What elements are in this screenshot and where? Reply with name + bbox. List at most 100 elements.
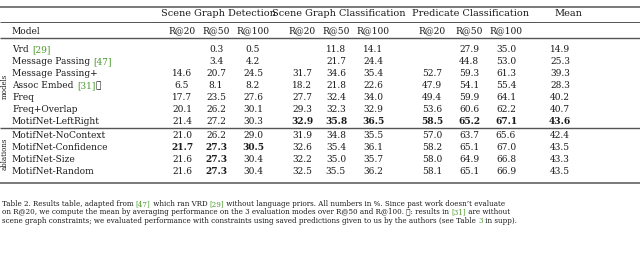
Text: 30.4: 30.4 — [243, 168, 263, 176]
Text: 25.3: 25.3 — [550, 57, 570, 67]
Text: 21.7: 21.7 — [326, 57, 346, 67]
Text: 8.1: 8.1 — [209, 82, 223, 90]
Text: 59.3: 59.3 — [459, 69, 479, 78]
Text: 54.1: 54.1 — [459, 82, 479, 90]
Text: 65.6: 65.6 — [496, 132, 516, 140]
Text: 34.0: 34.0 — [363, 93, 383, 103]
Text: 32.9: 32.9 — [291, 118, 313, 126]
Text: 3: 3 — [478, 217, 483, 225]
Text: 20.1: 20.1 — [172, 105, 192, 114]
Text: 4.2: 4.2 — [246, 57, 260, 67]
Text: which ran VRD: which ran VRD — [150, 200, 209, 208]
Text: 0.5: 0.5 — [246, 46, 260, 54]
Text: ablations: ablations — [1, 138, 9, 170]
Text: 58.1: 58.1 — [422, 168, 442, 176]
Text: 35.4: 35.4 — [326, 143, 346, 153]
Text: ⋆: ⋆ — [95, 82, 101, 90]
Text: 47.9: 47.9 — [422, 82, 442, 90]
Text: [47]: [47] — [136, 200, 150, 208]
Text: 57.0: 57.0 — [422, 132, 442, 140]
Text: Scene Graph Classification: Scene Graph Classification — [272, 10, 405, 18]
Text: 8.2: 8.2 — [246, 82, 260, 90]
Text: MotifNet-Confidence: MotifNet-Confidence — [12, 143, 109, 153]
Text: 31.7: 31.7 — [292, 69, 312, 78]
Text: 35.8: 35.8 — [325, 118, 347, 126]
Text: 58.0: 58.0 — [422, 155, 442, 164]
Text: 24.4: 24.4 — [363, 57, 383, 67]
Text: R@50: R@50 — [202, 26, 230, 35]
Text: 21.6: 21.6 — [172, 155, 192, 164]
Text: [29]: [29] — [209, 200, 224, 208]
Text: 6.5: 6.5 — [175, 82, 189, 90]
Text: 27.6: 27.6 — [243, 93, 263, 103]
Text: MotifNet-NoContext: MotifNet-NoContext — [12, 132, 106, 140]
Text: 58.5: 58.5 — [421, 118, 443, 126]
Text: 66.8: 66.8 — [496, 155, 516, 164]
Text: 21.0: 21.0 — [172, 132, 192, 140]
Text: MotifNet-LeftRight: MotifNet-LeftRight — [12, 118, 100, 126]
Text: [29]: [29] — [32, 46, 51, 54]
Text: 29.3: 29.3 — [292, 105, 312, 114]
Text: 32.4: 32.4 — [326, 93, 346, 103]
Text: R@50: R@50 — [323, 26, 349, 35]
Text: 14.9: 14.9 — [550, 46, 570, 54]
Text: Assoc Embed: Assoc Embed — [12, 82, 76, 90]
Text: 30.3: 30.3 — [243, 118, 263, 126]
Text: 32.9: 32.9 — [363, 105, 383, 114]
Text: 42.4: 42.4 — [550, 132, 570, 140]
Text: 35.0: 35.0 — [326, 155, 346, 164]
Text: 21.4: 21.4 — [172, 118, 192, 126]
Text: 39.3: 39.3 — [550, 69, 570, 78]
Text: R@20: R@20 — [419, 26, 445, 35]
Text: 53.6: 53.6 — [422, 105, 442, 114]
Text: 27.3: 27.3 — [205, 143, 227, 153]
Text: 64.9: 64.9 — [459, 155, 479, 164]
Text: 64.1: 64.1 — [496, 93, 516, 103]
Text: 34.8: 34.8 — [326, 132, 346, 140]
Text: 36.2: 36.2 — [363, 168, 383, 176]
Text: 27.7: 27.7 — [292, 93, 312, 103]
Text: 18.2: 18.2 — [292, 82, 312, 90]
Text: 61.3: 61.3 — [496, 69, 516, 78]
Text: 26.2: 26.2 — [206, 132, 226, 140]
Text: 30.5: 30.5 — [242, 143, 264, 153]
Text: 36.1: 36.1 — [363, 143, 383, 153]
Text: 34.6: 34.6 — [326, 69, 346, 78]
Text: 53.0: 53.0 — [496, 57, 516, 67]
Text: 3.4: 3.4 — [209, 57, 223, 67]
Text: 58.2: 58.2 — [422, 143, 442, 153]
Text: 52.7: 52.7 — [422, 69, 442, 78]
Text: 35.5: 35.5 — [363, 132, 383, 140]
Text: Vrd: Vrd — [12, 46, 31, 54]
Text: 43.5: 43.5 — [550, 168, 570, 176]
Text: Table 2. Results table, adapted from: Table 2. Results table, adapted from — [2, 200, 136, 208]
Text: 22.6: 22.6 — [363, 82, 383, 90]
Text: 60.6: 60.6 — [459, 105, 479, 114]
Text: 35.0: 35.0 — [496, 46, 516, 54]
Text: R@50: R@50 — [455, 26, 483, 35]
Text: scene graph constraints; we evaluated performance with constraints using saved p: scene graph constraints; we evaluated pe… — [2, 217, 478, 225]
Text: Freq: Freq — [12, 93, 34, 103]
Text: 21.7: 21.7 — [171, 143, 193, 153]
Text: 44.8: 44.8 — [459, 57, 479, 67]
Text: 55.4: 55.4 — [496, 82, 516, 90]
Text: 35.4: 35.4 — [363, 69, 383, 78]
Text: Freq+Overlap: Freq+Overlap — [12, 105, 77, 114]
Text: 27.9: 27.9 — [459, 46, 479, 54]
Text: 27.3: 27.3 — [205, 155, 227, 164]
Text: Message Passing: Message Passing — [12, 57, 93, 67]
Text: 23.5: 23.5 — [206, 93, 226, 103]
Text: Predicate Classification: Predicate Classification — [412, 10, 529, 18]
Text: 32.6: 32.6 — [292, 143, 312, 153]
Text: 14.6: 14.6 — [172, 69, 192, 78]
Text: 40.2: 40.2 — [550, 93, 570, 103]
Text: R@100: R@100 — [490, 26, 522, 35]
Text: 35.7: 35.7 — [363, 155, 383, 164]
Text: R@100: R@100 — [356, 26, 390, 35]
Text: 59.9: 59.9 — [459, 93, 479, 103]
Text: 65.2: 65.2 — [458, 118, 480, 126]
Text: models: models — [1, 73, 9, 99]
Text: 66.9: 66.9 — [496, 168, 516, 176]
Text: without language priors. All numbers in %. Since past work doesn’t evaluate: without language priors. All numbers in … — [224, 200, 505, 208]
Text: R@20: R@20 — [289, 26, 316, 35]
